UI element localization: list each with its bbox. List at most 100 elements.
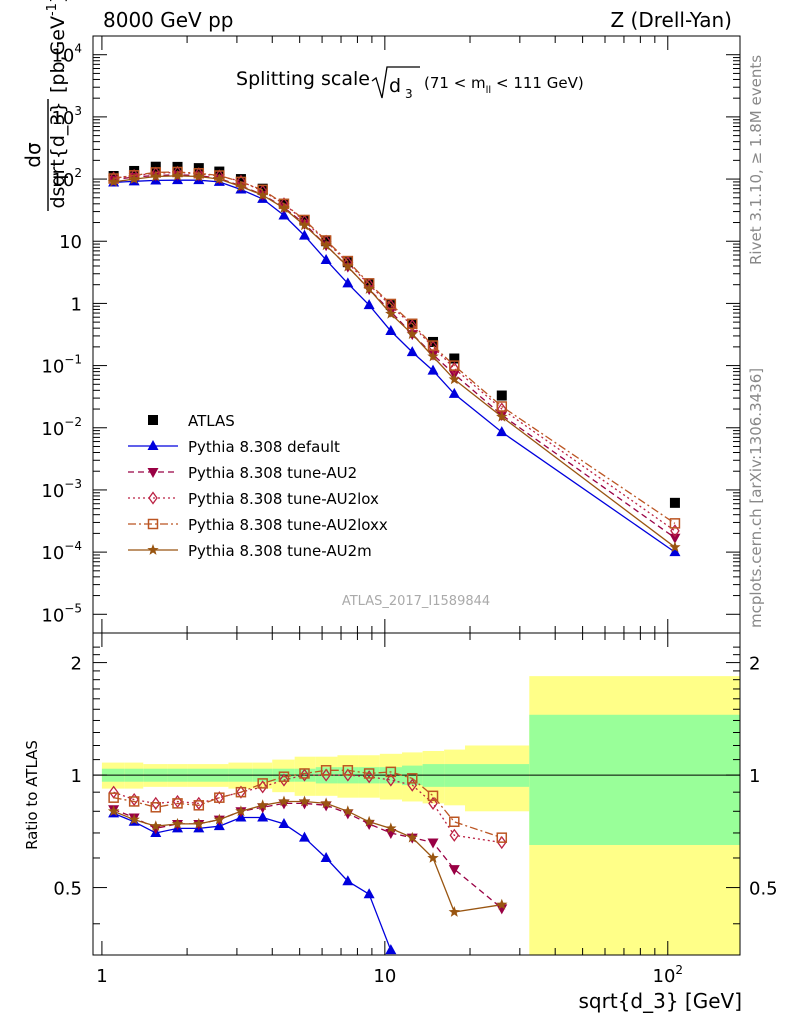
ratio-point: [496, 835, 507, 850]
legend-marker: [147, 440, 159, 450]
ratio-point: [107, 805, 120, 817]
ratio-point: [150, 802, 162, 813]
ratio-point: [278, 817, 290, 828]
ratio-point: [320, 765, 332, 776]
y-tick-label: 1: [71, 294, 82, 315]
ratio-point: [172, 798, 183, 809]
svg-text:dsqrt{d_3}: dsqrt{d_3}: [47, 101, 69, 208]
ratio-series-3: [108, 765, 508, 843]
data-point: [257, 189, 269, 201]
ratio-point: [386, 773, 396, 787]
ratio-point: [257, 778, 268, 789]
ratio-point: [214, 791, 225, 805]
data-point: [278, 209, 290, 220]
legend-label: Pythia 8.308 tune-AU2: [188, 464, 357, 482]
rivet-label: Rivet 3.1.10, ≥ 1.8M events: [747, 55, 765, 265]
legend-label: Pythia 8.308 tune-AU2loxx: [188, 516, 388, 534]
data-point: [193, 170, 205, 182]
ratio-point: [278, 795, 290, 807]
data-point: [669, 518, 681, 529]
title-index: 3: [405, 87, 413, 101]
ratio-point: [108, 792, 119, 803]
sqrt-sign: [371, 66, 420, 99]
data-point: [171, 169, 184, 181]
data-point: [496, 426, 508, 437]
ratio-panel-frame: [92, 632, 741, 956]
title-main: Splitting scale: [236, 68, 370, 90]
data-point: [449, 360, 460, 371]
x-tick-label: 102: [653, 963, 684, 987]
ratio-point: [364, 770, 374, 784]
data-point: [235, 180, 247, 192]
ratio-point: [279, 773, 289, 787]
ratio-point: [278, 771, 290, 782]
data-point: [496, 390, 507, 401]
legend-label: ATLAS: [188, 412, 235, 430]
ratio-point: [150, 796, 161, 810]
ratio-line: [113, 769, 503, 839]
legend-marker: [147, 468, 159, 478]
ratio-line: [113, 800, 502, 913]
data-point: [448, 387, 460, 398]
data-point: [496, 410, 508, 422]
data-point: [670, 524, 680, 538]
ratio-point: [342, 809, 354, 820]
data-point: [406, 346, 418, 357]
ratio-point: [428, 796, 438, 810]
title-symbol: d: [389, 75, 401, 97]
ratio-point: [235, 805, 247, 817]
y-tick-label: 10−1: [41, 353, 82, 378]
y-tick-label: 10: [59, 232, 82, 253]
data-point: [298, 219, 311, 231]
data-point: [385, 324, 397, 335]
ratio-point: [298, 795, 311, 807]
data-point: [128, 173, 140, 184]
series-2: [108, 170, 681, 544]
ratio-line: [113, 812, 392, 951]
ratio-point: [235, 786, 247, 798]
ratio-y-tick-label-right: 1: [749, 766, 760, 787]
data-point: [213, 173, 225, 184]
data-point: [257, 183, 268, 194]
ratio-y-tick-label: 1: [71, 766, 82, 787]
ratio-point: [406, 831, 418, 843]
ratio-point: [427, 790, 439, 802]
ratio-point: [448, 906, 460, 917]
data-point: [342, 277, 354, 288]
ratio-point: [171, 817, 184, 829]
ratio-point: [320, 797, 332, 809]
ratio-point: [128, 796, 140, 807]
data-point: [363, 283, 375, 294]
ratio-y-tick-label-right: 2: [749, 654, 760, 675]
legend-marker: [148, 415, 158, 425]
ratio-point: [257, 799, 269, 811]
x-axis-label: sqrt{d_3} [GeV]: [579, 989, 743, 1013]
legend-label: Pythia 8.308 tune-AU2lox: [188, 490, 379, 508]
ratio-point: [385, 766, 397, 778]
data-point: [448, 373, 460, 385]
legend-marker: [147, 544, 159, 555]
ratio-point: [363, 768, 375, 779]
header-left: 8000 GeV pp: [103, 8, 234, 32]
legend-marker: [148, 491, 158, 505]
data-point: [320, 239, 332, 251]
svg-text:[pb,GeV-1]: [pb,GeV-1]: [45, 0, 69, 93]
ratio-series-4: [107, 795, 508, 917]
ratio-point: [449, 828, 460, 842]
ratio-point: [298, 831, 310, 842]
x-tick-label: 1: [96, 966, 107, 987]
data-point: [320, 253, 332, 264]
header-right: Z (Drell-Yan): [610, 8, 732, 32]
watermark: ATLAS_2017_I1589844: [342, 594, 490, 609]
data-point: [235, 174, 246, 185]
ratio-y-label: Ratio to ATLAS: [23, 740, 41, 850]
ratio-point: [449, 816, 460, 828]
ratio-point: [213, 813, 225, 825]
ratio-point: [363, 815, 375, 827]
data-point: [427, 340, 439, 351]
ratio-point: [342, 765, 354, 776]
ratio-point: [193, 800, 205, 811]
data-point: [669, 546, 681, 557]
y-tick-label: 10−3: [41, 477, 82, 502]
ratio-point: [385, 944, 397, 955]
